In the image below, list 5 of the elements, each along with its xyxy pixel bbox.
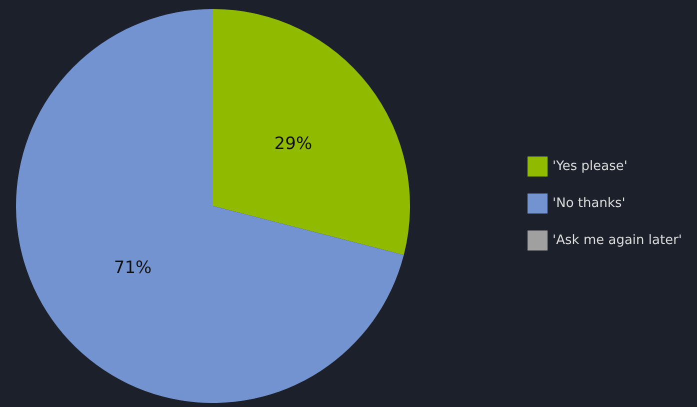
- data-label: 71%: [114, 258, 152, 278]
- legend-label: 'No thanks': [552, 196, 626, 211]
- legend-label: 'Yes please': [552, 159, 628, 174]
- data-label: 29%: [274, 134, 312, 154]
- legend-label: 'Ask me again later': [552, 233, 682, 248]
